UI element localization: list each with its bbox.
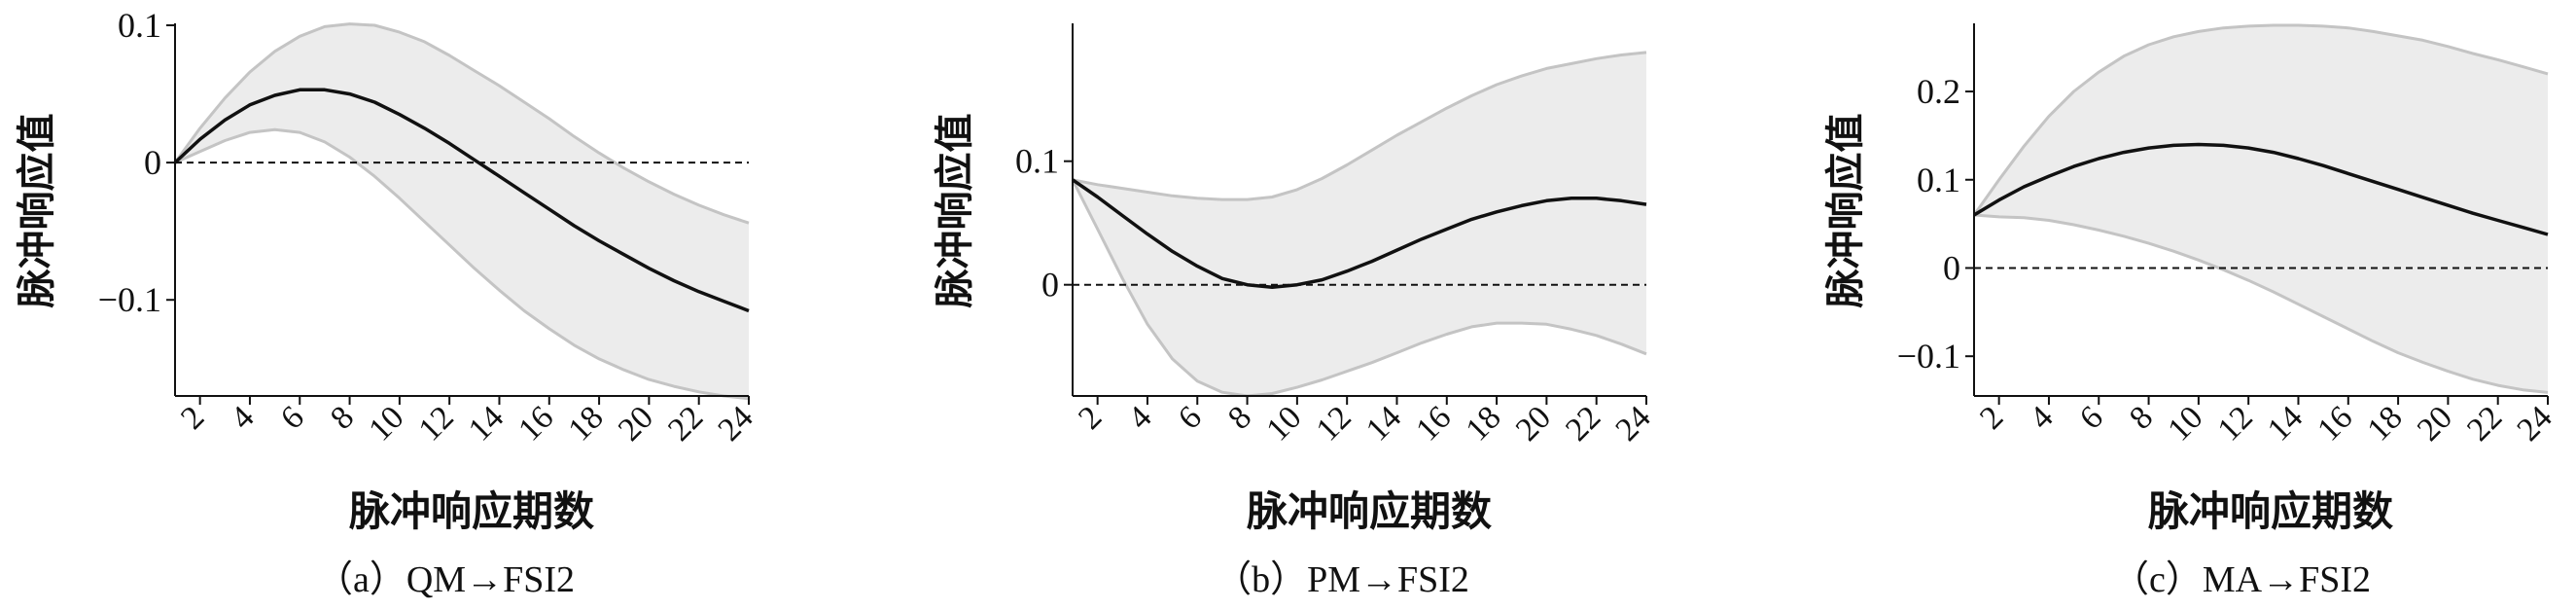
- x-tick-label: 16: [1409, 399, 1458, 448]
- x-tick-label: 24: [2510, 399, 2558, 448]
- y-tick-label: 0: [144, 143, 161, 182]
- x-tick-label: 2: [174, 399, 211, 436]
- confidence-band: [1073, 52, 1646, 397]
- impulse-response-line: [173, 88, 750, 313]
- x-tick-label: 16: [2311, 399, 2359, 448]
- y-tick-label: 0: [1943, 248, 1960, 287]
- y-tick-label: 0.1: [1917, 161, 1960, 199]
- x-tick-label: 20: [2411, 399, 2459, 448]
- x-tick-label: 4: [1121, 399, 1158, 436]
- x-tick-label: 22: [1559, 399, 1607, 448]
- x-tick-label: 16: [512, 399, 560, 448]
- x-tick-label: 22: [661, 399, 710, 448]
- impulse-response-line: [1072, 178, 1647, 289]
- x-tick-label: 6: [274, 399, 311, 436]
- x-tick-label: 14: [1359, 399, 1408, 448]
- x-tick-label: 18: [1460, 399, 1508, 448]
- y-tick-label: 0.1: [1015, 142, 1059, 181]
- y-tick-label: 0.2: [1917, 72, 1960, 111]
- x-tick-label: 18: [2361, 399, 2410, 448]
- x-tick-label: 12: [2211, 399, 2260, 448]
- impulse-response-line: [1973, 142, 2549, 236]
- upper-bound-line: [1972, 23, 2549, 216]
- x-tick-label: 10: [2161, 399, 2209, 448]
- confidence-band: [175, 23, 749, 399]
- y-axis-title: 脉冲响应值: [933, 114, 977, 308]
- x-tick-label: 22: [2460, 399, 2509, 448]
- x-tick-label: 20: [1509, 399, 1558, 448]
- x-tick-label: 24: [711, 399, 759, 448]
- x-tick-label: 10: [1259, 399, 1308, 448]
- x-tick-label: 8: [2123, 399, 2160, 436]
- y-axis-title: 脉冲响应值: [15, 114, 59, 308]
- x-axis-title: 脉冲响应期数: [1247, 487, 1492, 535]
- x-tick-label: 2: [1973, 399, 2010, 436]
- upper-bound-line: [173, 22, 750, 225]
- x-tick-label: 14: [462, 399, 511, 448]
- x-tick-label: 6: [2073, 399, 2110, 436]
- y-tick-label: −0.1: [98, 280, 161, 319]
- x-tick-label: 10: [362, 399, 410, 448]
- chart-panel-3: 0.20.10−0.12 4 6 8 10 12 14 16 18 20 22 24脉冲响应值脉冲响应…: [1823, 23, 2559, 600]
- x-tick-label: 24: [1608, 399, 1657, 448]
- chart-panel-2: 0.102 4 6 8 10 12 14 16 18 20 22 24脉冲响应值脉冲响应期数（b）PM…: [933, 23, 1658, 600]
- lower-bound-line: [1973, 213, 2549, 394]
- x-axis-title: 脉冲响应期数: [349, 487, 594, 535]
- x-tick-label: 12: [1310, 399, 1359, 448]
- y-tick-label: 0.1: [118, 6, 161, 45]
- x-tick-label: 4: [224, 399, 261, 436]
- y-tick-label: 0: [1041, 266, 1059, 305]
- confidence-band: [1974, 25, 2548, 393]
- x-tick-label: 2: [1072, 399, 1109, 436]
- upper-bound-line: [1072, 51, 1647, 201]
- x-tick-label: 14: [2261, 399, 2310, 448]
- y-tick-label: −0.1: [1897, 337, 1960, 376]
- x-tick-label: 8: [1221, 399, 1258, 436]
- panel-caption: （b）PM→FSI2: [1215, 559, 1469, 600]
- panel-caption: （a）QM→FSI2: [316, 559, 575, 600]
- x-tick-label: 20: [612, 399, 660, 448]
- panel-caption: （c）MA→FSI2: [2112, 559, 2371, 600]
- lower-bound-line: [174, 127, 750, 401]
- chart-panel-1: 0.10−0.12 4 6 8 10 12 14 16 18 20 22 24脉冲响应值脉冲响应期数（…: [15, 6, 760, 600]
- x-tick-label: 4: [2023, 399, 2060, 436]
- x-tick-label: 12: [412, 399, 461, 448]
- x-axis-title: 脉冲响应期数: [2148, 487, 2393, 535]
- y-axis-title: 脉冲响应值: [1823, 114, 1868, 308]
- lower-bound-line: [1071, 179, 1647, 398]
- x-tick-label: 18: [562, 399, 611, 448]
- x-tick-label: 8: [324, 399, 361, 436]
- x-tick-label: 6: [1172, 399, 1209, 436]
